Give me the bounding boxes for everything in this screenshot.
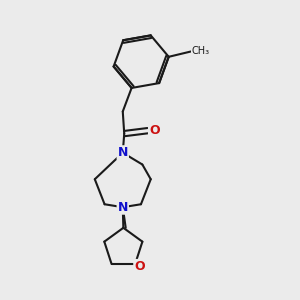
Text: N: N (118, 201, 128, 214)
Text: O: O (134, 260, 145, 273)
Text: N: N (118, 146, 128, 159)
Text: O: O (149, 124, 160, 137)
Text: CH₃: CH₃ (192, 46, 210, 56)
